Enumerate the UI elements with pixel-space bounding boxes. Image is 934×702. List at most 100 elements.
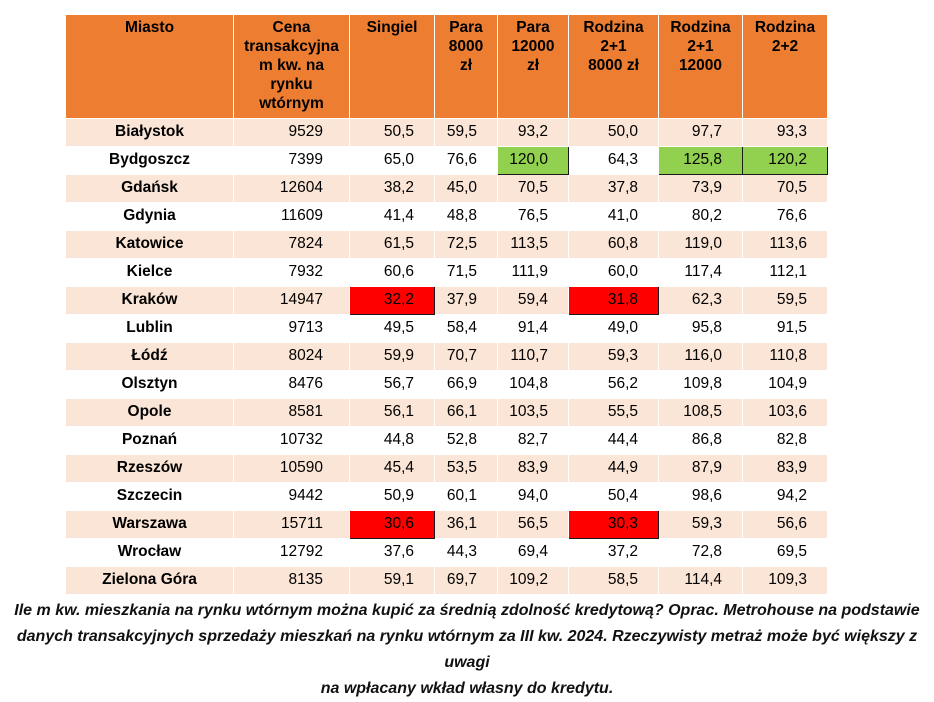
value-cell: 58,4 xyxy=(434,313,498,343)
header-row: Miasto Cena transakcyjna m kw. na rynku w… xyxy=(65,14,828,119)
value-cell: 38,2 xyxy=(349,173,435,203)
value-cell: 7824 xyxy=(233,229,350,259)
value-cell: 60,1 xyxy=(434,481,498,511)
value-cell: 50,5 xyxy=(349,117,435,147)
value-cell: 14947 xyxy=(233,285,350,315)
credit-capacity-table: Miasto Cena transakcyjna m kw. na rynku w… xyxy=(65,14,828,595)
value-cell: 48,8 xyxy=(434,201,498,231)
value-cell: 50,9 xyxy=(349,481,435,511)
value-cell: 87,9 xyxy=(658,453,743,483)
value-cell: 49,5 xyxy=(349,313,435,343)
value-cell: 97,7 xyxy=(658,117,743,147)
value-cell: 59,1 xyxy=(349,565,435,595)
city-cell: Rzeszów xyxy=(65,453,234,483)
value-cell: 9713 xyxy=(233,313,350,343)
value-cell: 73,9 xyxy=(658,173,743,203)
table-row: Wrocław 12792 37,6 44,3 69,4 37,2 72,8 69,5 xyxy=(65,537,828,567)
value-cell: 7399 xyxy=(233,145,350,175)
value-cell: 70,5 xyxy=(497,173,569,203)
value-cell: 110,8 xyxy=(742,341,828,371)
value-cell: 86,8 xyxy=(658,425,743,455)
value-cell: 76,5 xyxy=(497,201,569,231)
value-cell: 103,6 xyxy=(742,397,828,427)
table-row: Olsztyn 8476 56,7 66,9 104,8 56,2 109,8 104,9 xyxy=(65,369,828,399)
value-cell: 62,3 xyxy=(658,285,743,315)
table-row: Gdynia 11609 41,4 48,8 76,5 41,0 80,2 76,6 xyxy=(65,201,828,231)
value-cell: 93,2 xyxy=(497,117,569,147)
value-cell: 49,0 xyxy=(568,313,659,343)
value-cell: 82,8 xyxy=(742,425,828,455)
value-cell: 10590 xyxy=(233,453,350,483)
credit-capacity-table-wrap: Miasto Cena transakcyjna m kw. na rynku w… xyxy=(65,14,828,595)
value-cell: 59,9 xyxy=(349,341,435,371)
value-cell: 50,4 xyxy=(568,481,659,511)
table-row: Katowice 7824 61,5 72,5 113,5 60,8 119,0 113,6 xyxy=(65,229,828,259)
value-cell: 44,4 xyxy=(568,425,659,455)
value-cell: 71,5 xyxy=(434,257,498,287)
value-cell: 112,1 xyxy=(742,257,828,287)
value-cell: 95,8 xyxy=(658,313,743,343)
value-cell: 9442 xyxy=(233,481,350,511)
value-cell: 41,4 xyxy=(349,201,435,231)
value-cell: 120,2 xyxy=(742,145,828,175)
column-header: Singiel xyxy=(349,14,435,119)
value-cell: 61,5 xyxy=(349,229,435,259)
value-cell: 83,9 xyxy=(742,453,828,483)
value-cell: 104,9 xyxy=(742,369,828,399)
value-cell: 69,5 xyxy=(742,537,828,567)
table-body: Białystok 9529 50,5 59,5 93,2 50,0 97,7 93,3 Byd… xyxy=(65,117,828,595)
value-cell: 37,2 xyxy=(568,537,659,567)
value-cell: 116,0 xyxy=(658,341,743,371)
value-cell: 37,6 xyxy=(349,537,435,567)
column-header: Para 8000 zł xyxy=(434,14,498,119)
city-cell: Olsztyn xyxy=(65,369,234,399)
value-cell: 110,7 xyxy=(497,341,569,371)
value-cell: 94,2 xyxy=(742,481,828,511)
value-cell: 56,2 xyxy=(568,369,659,399)
value-cell: 94,0 xyxy=(497,481,569,511)
column-header: Para 12000 zł xyxy=(497,14,569,119)
city-cell: Lublin xyxy=(65,313,234,343)
value-cell: 59,5 xyxy=(742,285,828,315)
value-cell: 109,8 xyxy=(658,369,743,399)
value-cell: 8581 xyxy=(233,397,350,427)
value-cell: 56,5 xyxy=(497,509,569,539)
value-cell: 59,3 xyxy=(568,341,659,371)
value-cell: 37,8 xyxy=(568,173,659,203)
value-cell: 109,3 xyxy=(742,565,828,595)
value-cell: 50,0 xyxy=(568,117,659,147)
value-cell: 8476 xyxy=(233,369,350,399)
table-row: Bydgoszcz 7399 65,0 76,6 120,0 64,3 125,8 120,2 xyxy=(65,145,828,175)
city-cell: Bydgoszcz xyxy=(65,145,234,175)
value-cell: 119,0 xyxy=(658,229,743,259)
value-cell: 117,4 xyxy=(658,257,743,287)
value-cell: 60,6 xyxy=(349,257,435,287)
value-cell: 36,1 xyxy=(434,509,498,539)
value-cell: 53,5 xyxy=(434,453,498,483)
value-cell: 113,5 xyxy=(497,229,569,259)
value-cell: 45,0 xyxy=(434,173,498,203)
value-cell: 30,6 xyxy=(349,509,435,539)
value-cell: 45,4 xyxy=(349,453,435,483)
value-cell: 11609 xyxy=(233,201,350,231)
value-cell: 8024 xyxy=(233,341,350,371)
value-cell: 58,5 xyxy=(568,565,659,595)
value-cell: 60,0 xyxy=(568,257,659,287)
column-header: Rodzina 2+2 xyxy=(742,14,828,119)
value-cell: 30,3 xyxy=(568,509,659,539)
table-row: Kielce 7932 60,6 71,5 111,9 60,0 117,4 112,1 xyxy=(65,257,828,287)
value-cell: 55,5 xyxy=(568,397,659,427)
table-row: Białystok 9529 50,5 59,5 93,2 50,0 97,7 93,3 xyxy=(65,117,828,147)
city-cell: Zielona Góra xyxy=(65,565,234,595)
value-cell: 80,2 xyxy=(658,201,743,231)
value-cell: 114,4 xyxy=(658,565,743,595)
city-cell: Gdańsk xyxy=(65,173,234,203)
value-cell: 59,4 xyxy=(497,285,569,315)
table-row: Szczecin 9442 50,9 60,1 94,0 50,4 98,6 94,2 xyxy=(65,481,828,511)
column-header: Rodzina 2+1 8000 zł xyxy=(568,14,659,119)
table-row: Opole 8581 56,1 66,1 103,5 55,5 108,5 103,6 xyxy=(65,397,828,427)
value-cell: 113,6 xyxy=(742,229,828,259)
value-cell: 91,5 xyxy=(742,313,828,343)
value-cell: 56,1 xyxy=(349,397,435,427)
table-row: Kraków 14947 32,2 37,9 59,4 31,8 62,3 59,5 xyxy=(65,285,828,315)
